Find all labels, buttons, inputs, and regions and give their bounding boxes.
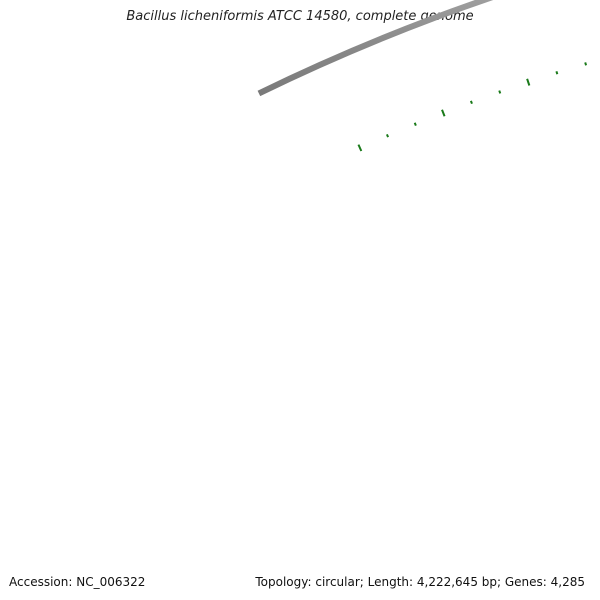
strand-tick xyxy=(441,109,446,117)
topology-text: Topology: circular; Length: 4,222,645 bp… xyxy=(255,575,585,589)
genome-title: Bacillus licheniformis ATCC 14580, compl… xyxy=(126,9,474,24)
strand-tick xyxy=(584,62,588,66)
strand-tick-marks xyxy=(357,62,588,152)
strand-tick xyxy=(413,122,417,126)
strand-tick xyxy=(357,144,363,152)
strand-tick xyxy=(469,100,473,105)
backbone-ring xyxy=(257,0,494,97)
accession-text: Accession: NC_006322 xyxy=(9,575,146,589)
strand-tick xyxy=(555,71,559,75)
strand-tick xyxy=(526,78,531,86)
strand-tick xyxy=(385,134,390,138)
genome-backbone xyxy=(257,0,494,97)
strand-tick xyxy=(498,90,502,94)
